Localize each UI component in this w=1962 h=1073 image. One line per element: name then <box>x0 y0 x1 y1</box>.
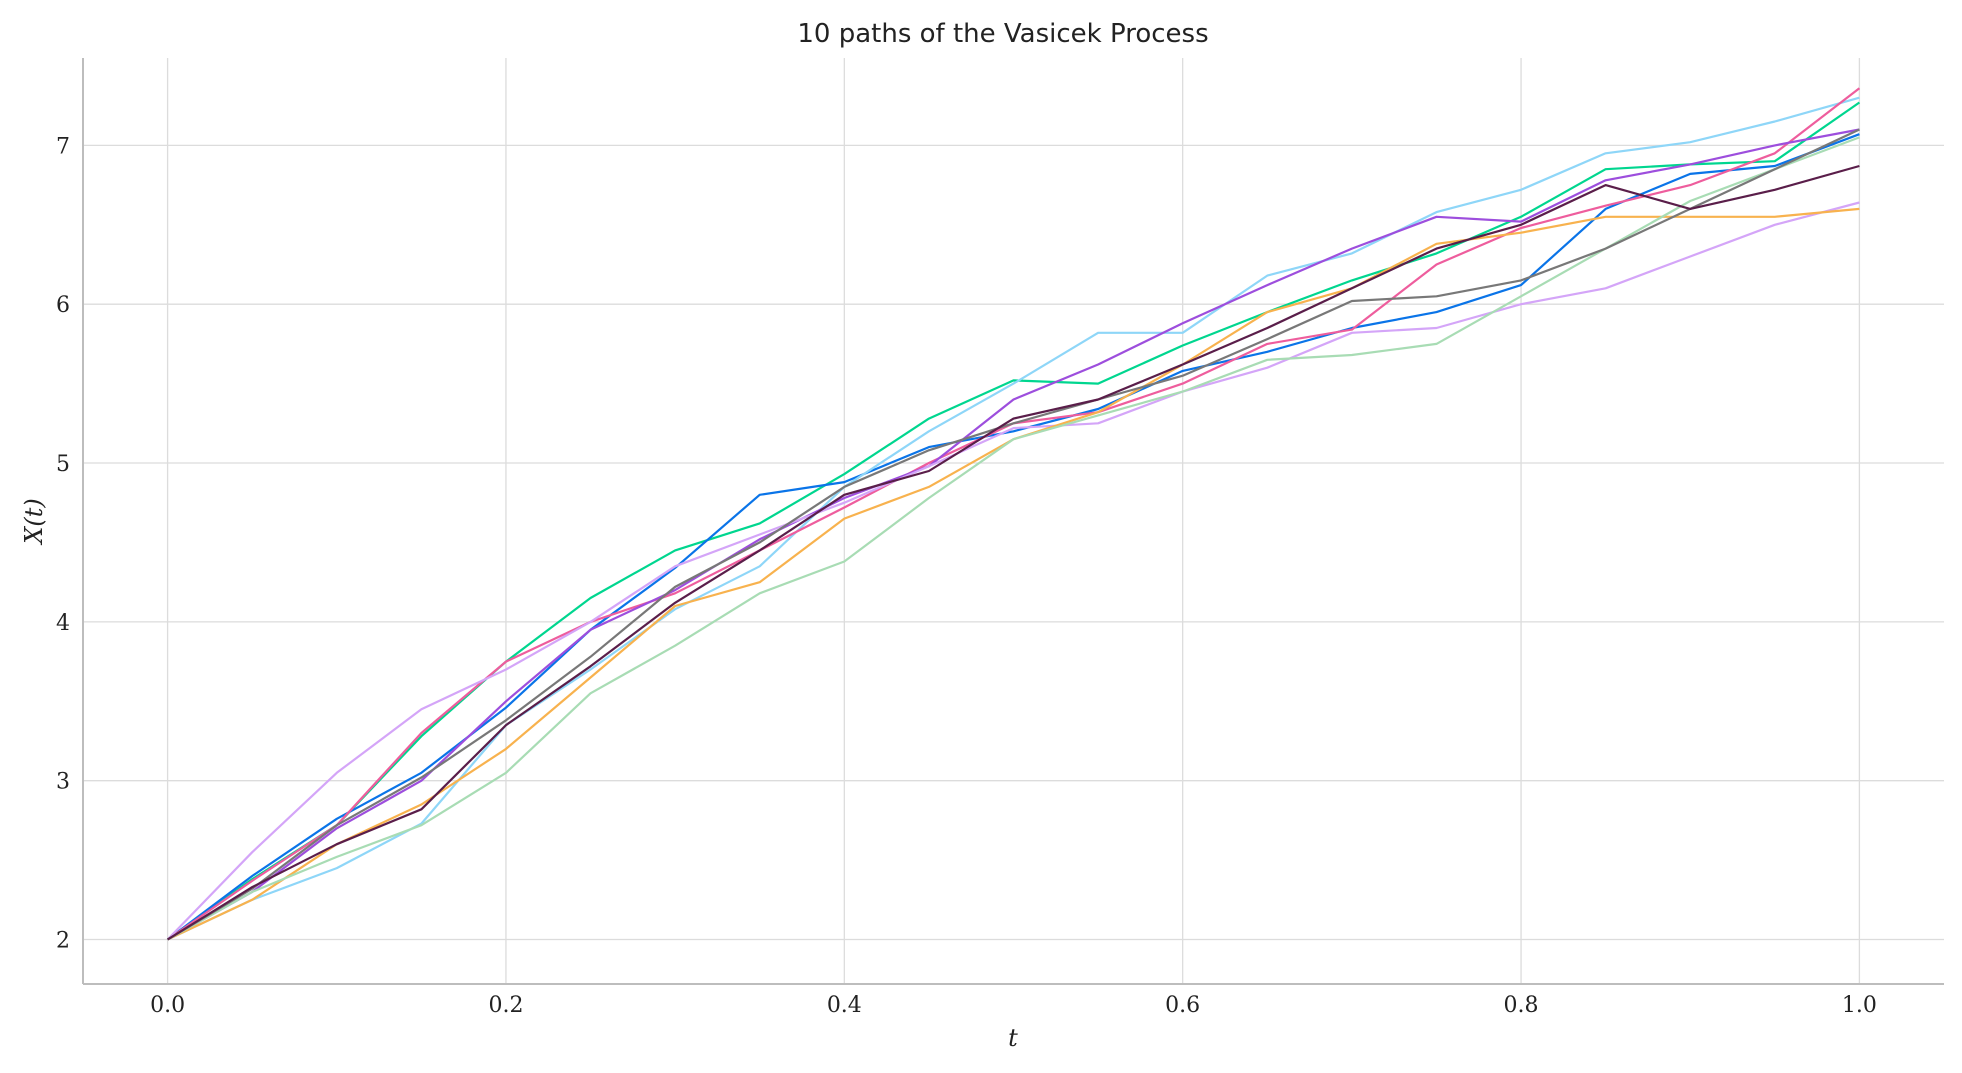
y-tick-label: 4 <box>56 611 70 636</box>
y-axis-label: X(t) <box>20 498 48 545</box>
series-line-10 <box>167 164 1860 941</box>
series-line-9 <box>167 128 1860 941</box>
series-line-2 <box>166 133 1860 941</box>
series-line-1 <box>166 101 1861 941</box>
y-tick-label: 3 <box>56 770 70 795</box>
grid <box>83 58 1944 984</box>
x-tick-label: 0.8 <box>1504 993 1539 1018</box>
series-line-5 <box>167 128 1860 941</box>
x-tick-label: 0.6 <box>1165 993 1200 1018</box>
y-tick-label: 2 <box>56 929 70 954</box>
chart-title: 10 paths of the Vasicek Process <box>797 19 1208 49</box>
y-tick-labels: 2 3 4 5 6 7 <box>56 134 70 953</box>
y-tick-label: 6 <box>56 293 70 318</box>
y-tick-label: 7 <box>56 134 70 159</box>
x-tick-label: 0.2 <box>488 993 523 1018</box>
x-tick-label: 0.0 <box>150 993 185 1018</box>
series-line-3 <box>167 96 1860 941</box>
x-axis-label: t <box>1008 1024 1018 1052</box>
series-group <box>166 87 1861 941</box>
x-tick-label: 1.0 <box>1842 993 1877 1018</box>
series-line-8 <box>167 136 1860 941</box>
series-line-6 <box>166 201 1860 941</box>
x-tick-label: 0.4 <box>827 993 862 1018</box>
series-line-7 <box>167 207 1860 941</box>
x-tick-labels: 0.0 0.2 0.4 0.6 0.8 1.0 <box>150 993 1877 1018</box>
y-tick-label: 5 <box>56 452 70 477</box>
